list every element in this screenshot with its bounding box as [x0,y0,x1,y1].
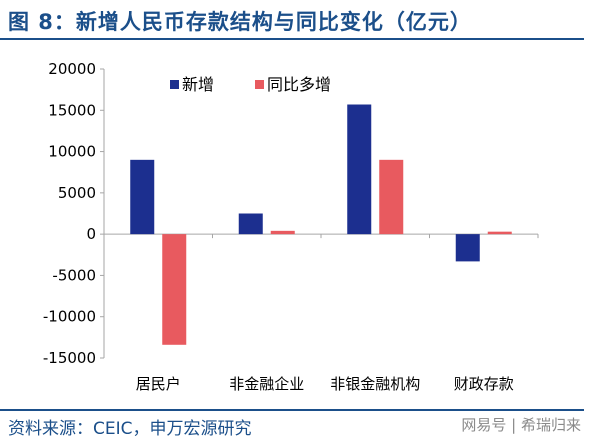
bar-yoy-3 [487,231,512,235]
legend-label-1: 同比多增 [267,75,331,94]
y-tick-label: -15000 [43,349,96,367]
bar-new-1 [238,213,263,235]
title-divider [0,38,584,40]
y-tick-label: 15000 [48,101,96,119]
bar-yoy-1 [270,230,295,235]
watermark: 网易号 | 希瑞归来 [461,416,581,434]
legend-label-0: 新增 [182,75,214,94]
y-tick-label: 0 [86,225,96,243]
bar-chart: 20000 15000 10000 5000 0 -5000 -10000 -15000 居民户… [43,60,539,393]
footer-divider [0,409,584,411]
bar-new-3 [455,234,480,262]
y-tick-label: 20000 [48,60,96,78]
chart-labels: 20000 15000 10000 5000 0 -5000 -10000 -15000 居民户… [43,60,514,393]
x-category-label: 非银金融机构 [330,375,420,393]
chart-legend: 新增 同比多增 [170,75,331,94]
bar-yoy-2 [379,159,404,235]
source-note: 资料来源：CEIC，申万宏源研究 [8,419,252,439]
x-category-label: 财政存款 [454,375,514,393]
legend-swatch-0 [170,80,179,89]
y-tick-label: 10000 [48,143,96,161]
x-category-label: 居民户 [136,375,181,393]
y-tick-label: -10000 [43,308,96,326]
bar-new-2 [347,104,372,235]
bar-yoy-0 [162,234,187,345]
y-tick-label: 5000 [58,184,96,202]
y-tick-label: -5000 [52,266,96,284]
x-category-label: 非金融企业 [229,375,304,393]
chart-title: 图 8：新增人民币存款结构与同比变化（亿元） [8,10,472,34]
chart-bars [130,104,512,345]
bar-new-0 [130,159,155,235]
legend-swatch-1 [255,80,264,89]
